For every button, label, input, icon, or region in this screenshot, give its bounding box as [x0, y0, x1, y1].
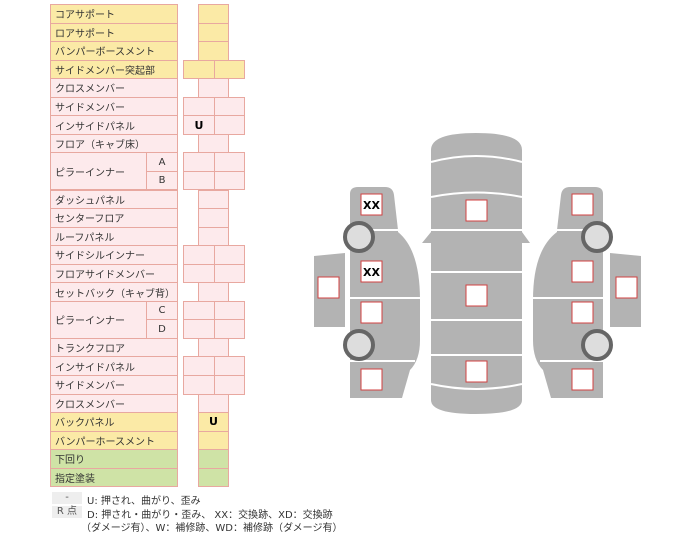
diagram-box[interactable] [360, 193, 383, 216]
legend-text: D: 押され・曲がり・歪み、 XX：交換跡、XD：交換跡 [87, 510, 333, 521]
diagram-box[interactable] [571, 368, 594, 391]
wheel-icon [343, 329, 375, 361]
wheel-icon [581, 329, 613, 361]
row-label: 指定塗装 [50, 467, 178, 488]
wheel-icon [581, 221, 613, 253]
diagram-box[interactable] [360, 260, 383, 283]
wheel-icon [343, 221, 375, 253]
diagram-mark: XX [363, 199, 380, 212]
diagram-box[interactable] [571, 301, 594, 324]
diagram-box[interactable] [571, 193, 594, 216]
diagram-box[interactable] [465, 360, 488, 383]
wheels [343, 221, 613, 361]
car-top-view [422, 133, 530, 414]
row-label: ピラーインナー [50, 300, 147, 339]
diagram-box[interactable] [360, 368, 383, 391]
legend-key: R 点 [52, 506, 82, 518]
diagram-box[interactable] [615, 276, 638, 299]
legend-text: （ダメージ有）、W：補修跡、WD：補修跡（ダメージ有） [81, 523, 343, 534]
legend-key: - [52, 492, 82, 504]
legend-text: U: 押され、曲がり、歪み [87, 496, 201, 507]
damage-cell[interactable] [198, 467, 229, 488]
diagram-box[interactable] [465, 284, 488, 307]
diagram-mark: XX [363, 266, 380, 279]
diagram-box[interactable] [571, 260, 594, 283]
diagram-box[interactable] [317, 276, 340, 299]
damage-cell[interactable] [214, 59, 245, 80]
damage-cell[interactable] [214, 115, 245, 135]
damage-cell[interactable] [214, 263, 245, 284]
diagram-box[interactable] [360, 301, 383, 324]
damage-cell[interactable] [214, 319, 245, 339]
damage-cell[interactable] [214, 375, 245, 395]
damage-cell[interactable] [214, 170, 245, 191]
diagram-checkboxes [317, 193, 638, 391]
diagram-box[interactable] [465, 199, 488, 222]
